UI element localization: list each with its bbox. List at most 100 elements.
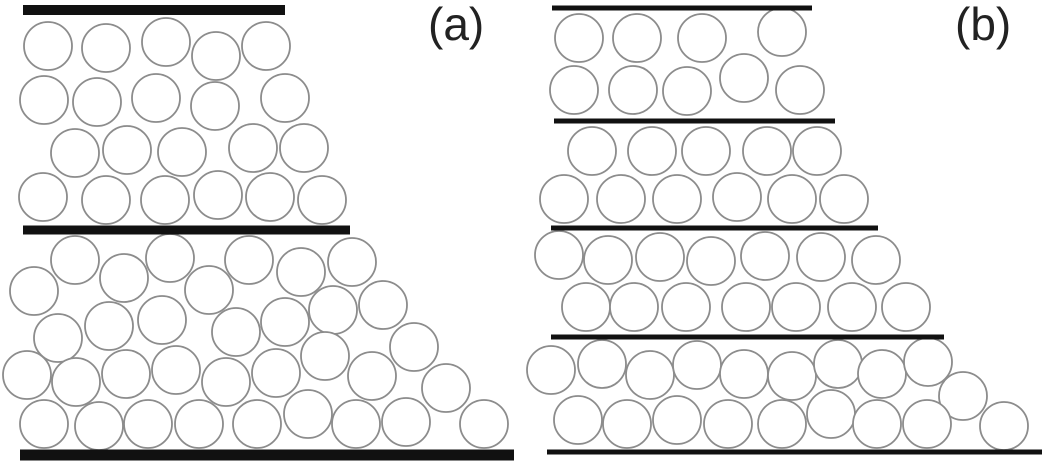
disk — [553, 395, 603, 445]
disk — [23, 21, 73, 71]
disk — [719, 53, 769, 103]
disk — [857, 349, 907, 399]
disk — [84, 301, 134, 351]
disk — [813, 339, 863, 389]
disk — [50, 235, 100, 285]
disk — [297, 175, 347, 225]
disk — [712, 172, 762, 222]
disk — [771, 282, 821, 332]
disk — [903, 337, 953, 387]
disk — [102, 125, 152, 175]
disk — [72, 77, 122, 127]
disk — [742, 126, 792, 176]
disk — [193, 170, 243, 220]
disk — [300, 331, 350, 381]
disk — [381, 397, 431, 447]
disk — [19, 75, 69, 125]
disk — [608, 65, 658, 115]
disk — [881, 282, 931, 332]
disk — [677, 13, 727, 63]
disk — [672, 340, 722, 390]
disk — [775, 65, 825, 115]
disk — [686, 236, 736, 286]
panel-b-layer-3 — [534, 230, 931, 332]
disk — [51, 357, 101, 407]
disk — [81, 23, 131, 73]
disk — [33, 313, 83, 363]
disk — [308, 285, 358, 335]
disk — [2, 350, 52, 400]
disk — [137, 295, 187, 345]
disk — [627, 126, 677, 176]
disk — [260, 73, 310, 123]
disk — [979, 401, 1029, 451]
disk — [602, 399, 652, 449]
disk — [526, 345, 576, 395]
disk — [191, 31, 241, 81]
disk — [18, 172, 68, 222]
disk — [767, 351, 817, 401]
disk — [81, 175, 131, 225]
disk — [827, 282, 877, 332]
disk — [681, 126, 731, 176]
disk — [228, 123, 278, 173]
panel-b-layer-2 — [539, 126, 869, 224]
disk — [327, 237, 377, 287]
panel-a: (a) — [2, 0, 514, 461]
disk — [534, 230, 584, 280]
disk — [554, 13, 604, 63]
panel-a-lower-packing — [2, 233, 509, 451]
disk — [549, 65, 599, 115]
disk — [757, 7, 807, 57]
disk — [174, 399, 224, 449]
disk — [211, 307, 261, 357]
disk — [703, 399, 753, 449]
disk — [145, 233, 195, 283]
disk — [157, 127, 207, 177]
disk — [358, 280, 408, 330]
panel-a-upper-packing — [18, 17, 347, 225]
disk — [123, 399, 173, 449]
disk — [389, 322, 439, 372]
panel-b-layer-1 — [549, 7, 825, 116]
disk — [99, 253, 149, 303]
disk — [583, 235, 633, 285]
disk — [131, 73, 181, 123]
disk — [74, 401, 124, 451]
disk — [9, 266, 59, 316]
disk — [577, 339, 627, 389]
disk — [740, 231, 790, 281]
disk — [190, 81, 240, 131]
disk — [902, 399, 952, 449]
panel-b-label: (b) — [955, 0, 1011, 50]
disk — [567, 126, 617, 176]
disk — [652, 395, 702, 445]
disk — [224, 235, 274, 285]
disk — [625, 350, 675, 400]
disk — [19, 399, 69, 449]
disk — [539, 174, 589, 224]
disk — [283, 389, 333, 439]
disk — [852, 399, 902, 449]
disk — [561, 282, 611, 332]
disk — [792, 126, 842, 176]
panel-b-layer-4 — [526, 337, 1029, 451]
disk — [241, 21, 291, 71]
disk — [101, 349, 151, 399]
disk — [757, 399, 807, 449]
disk — [232, 399, 282, 449]
disk — [141, 17, 191, 67]
panel-a-label: (a) — [428, 0, 484, 50]
disk — [612, 13, 662, 63]
disk — [938, 371, 988, 421]
disk — [806, 389, 856, 439]
disk — [662, 66, 712, 116]
disk — [459, 399, 509, 449]
disk — [596, 174, 646, 224]
disk — [767, 174, 817, 224]
disk — [421, 363, 471, 413]
disk — [151, 345, 201, 395]
disk — [184, 265, 234, 315]
disk — [245, 172, 295, 222]
